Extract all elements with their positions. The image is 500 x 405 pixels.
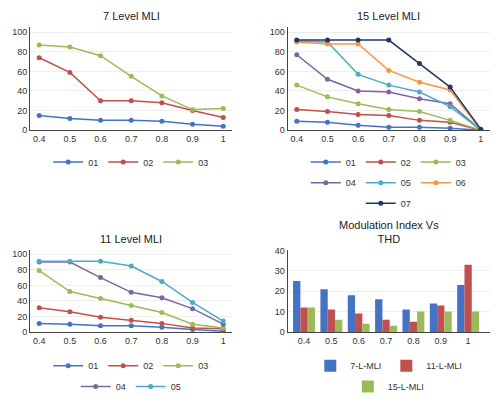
svg-text:40: 40 — [275, 246, 285, 256]
svg-text:03: 03 — [198, 361, 208, 371]
svg-text:1: 1 — [478, 134, 483, 144]
svg-text:0.6: 0.6 — [94, 134, 107, 144]
svg-text:15 Level MLI: 15 Level MLI — [357, 10, 420, 22]
svg-text:0.7: 0.7 — [125, 336, 138, 346]
svg-text:80: 80 — [275, 47, 285, 57]
svg-text:30: 30 — [275, 266, 285, 276]
svg-text:0: 0 — [22, 125, 27, 135]
svg-text:Modulation Index VsTHD: Modulation Index VsTHD — [339, 219, 439, 245]
svg-text:40: 40 — [17, 86, 27, 96]
svg-text:02: 02 — [401, 158, 411, 168]
svg-text:60: 60 — [17, 67, 27, 77]
svg-text:01: 01 — [88, 158, 98, 168]
svg-text:04: 04 — [116, 382, 126, 392]
svg-text:60: 60 — [17, 281, 27, 291]
svg-text:7-L-MLI: 7-L-MLI — [350, 361, 381, 371]
svg-text:0.4: 0.4 — [291, 134, 304, 144]
svg-text:0.7: 0.7 — [380, 336, 393, 346]
svg-text:20: 20 — [17, 312, 27, 322]
svg-text:0.8: 0.8 — [413, 134, 426, 144]
svg-text:01: 01 — [346, 158, 356, 168]
svg-text:03: 03 — [198, 158, 208, 168]
svg-text:0.6: 0.6 — [352, 336, 365, 346]
svg-text:60: 60 — [275, 67, 285, 77]
svg-text:0: 0 — [280, 125, 285, 135]
svg-text:11 Level MLI: 11 Level MLI — [100, 233, 162, 245]
svg-text:80: 80 — [17, 47, 27, 57]
svg-text:05: 05 — [171, 382, 181, 392]
svg-text:0.5: 0.5 — [64, 134, 77, 144]
svg-text:02: 02 — [143, 361, 153, 371]
svg-text:0.6: 0.6 — [352, 134, 365, 144]
svg-text:0.9: 0.9 — [435, 336, 448, 346]
svg-text:1: 1 — [221, 134, 226, 144]
svg-text:07: 07 — [401, 199, 411, 209]
svg-text:0: 0 — [22, 327, 27, 337]
svg-text:0: 0 — [280, 327, 285, 337]
svg-text:7 Level MLI: 7 Level MLI — [103, 10, 160, 22]
svg-text:11-L-MLI: 11-L-MLI — [426, 361, 461, 371]
svg-text:20: 20 — [17, 106, 27, 116]
svg-text:0.7: 0.7 — [125, 134, 138, 144]
svg-text:0.4: 0.4 — [33, 336, 46, 346]
svg-text:0.5: 0.5 — [321, 134, 334, 144]
svg-text:15-L-MLI: 15-L-MLI — [388, 382, 424, 392]
svg-text:0.7: 0.7 — [383, 134, 396, 144]
svg-text:1: 1 — [466, 336, 471, 346]
svg-text:0.4: 0.4 — [33, 134, 46, 144]
svg-text:0.9: 0.9 — [444, 134, 457, 144]
svg-text:40: 40 — [275, 86, 285, 96]
svg-text:06: 06 — [456, 178, 466, 188]
svg-text:1: 1 — [221, 336, 226, 346]
svg-text:0.8: 0.8 — [156, 336, 169, 346]
svg-text:20: 20 — [275, 106, 285, 116]
svg-text:0.5: 0.5 — [325, 336, 338, 346]
svg-text:20: 20 — [275, 286, 285, 296]
svg-text:80: 80 — [17, 265, 27, 275]
svg-text:05: 05 — [401, 178, 411, 188]
svg-text:0.5: 0.5 — [64, 336, 77, 346]
svg-text:0.8: 0.8 — [407, 336, 420, 346]
svg-text:100: 100 — [12, 27, 27, 37]
svg-text:0.8: 0.8 — [156, 134, 169, 144]
svg-text:0.4: 0.4 — [298, 336, 311, 346]
svg-text:0.6: 0.6 — [94, 336, 107, 346]
svg-text:0.9: 0.9 — [186, 134, 199, 144]
svg-text:100: 100 — [270, 27, 285, 37]
svg-text:40: 40 — [17, 296, 27, 306]
svg-text:03: 03 — [456, 158, 466, 168]
svg-text:01: 01 — [88, 361, 98, 371]
svg-text:0.9: 0.9 — [186, 336, 199, 346]
svg-text:02: 02 — [143, 158, 153, 168]
svg-text:10: 10 — [275, 307, 285, 317]
svg-text:04: 04 — [346, 178, 356, 188]
svg-text:100: 100 — [12, 249, 27, 259]
